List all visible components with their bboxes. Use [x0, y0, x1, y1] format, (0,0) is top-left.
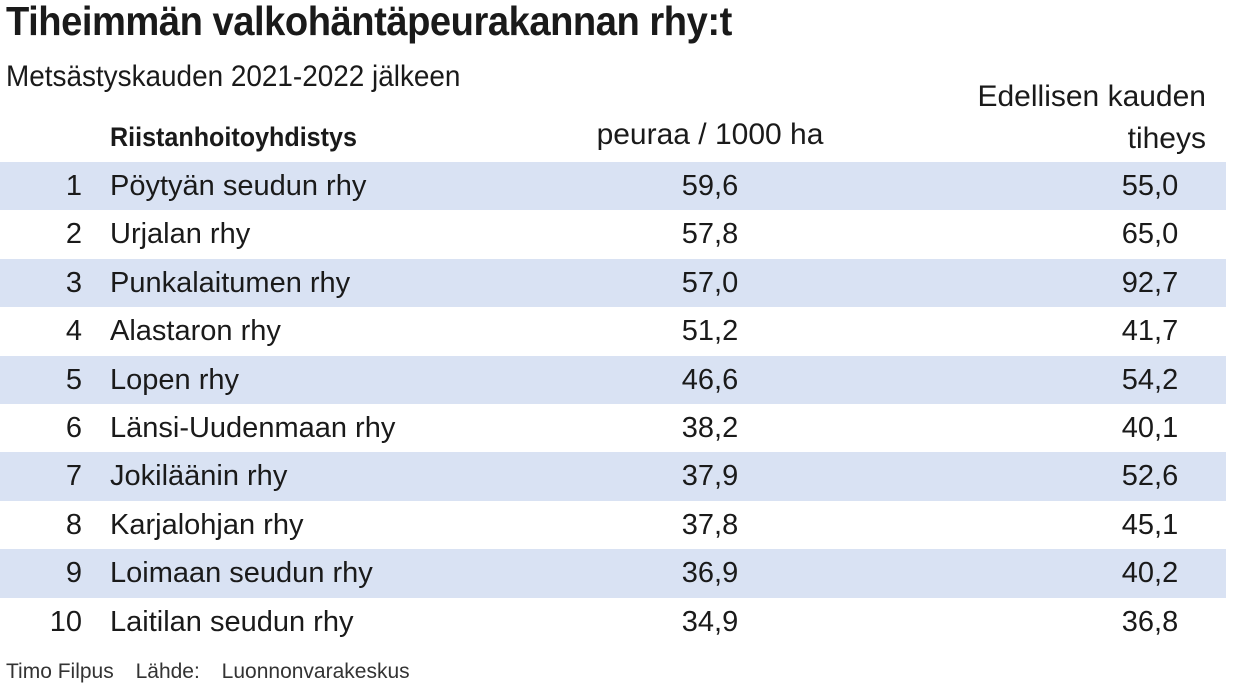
footer-source: Luonnonvarakeskus	[221, 660, 410, 683]
row-association-name: Lopen rhy	[110, 363, 239, 396]
row-previous-value: 40,1	[1121, 411, 1179, 444]
row-density-value: 37,8	[681, 508, 739, 541]
footer-source-label: Lähde:	[135, 660, 200, 683]
row-previous-value: 52,6	[1121, 460, 1179, 493]
row-previous-value: 54,2	[1121, 363, 1179, 396]
row-density-value: 51,2	[681, 315, 739, 348]
row-association-name: Alastaron rhy	[110, 315, 281, 348]
row-association-name: Urjalan rhy	[110, 218, 251, 251]
row-density-value: 34,9	[681, 605, 739, 638]
row-previous-value: 92,7	[1121, 266, 1179, 299]
table-row: 2 Urjalan rhy 57,8 65,0	[0, 210, 1226, 258]
row-previous-value: 65,0	[1121, 218, 1179, 251]
row-rank: 5	[65, 363, 82, 396]
table-row: 10 Laitilan seudun rhy 34,9 36,8	[0, 598, 1226, 646]
header-previous-line2: tiheys	[1127, 122, 1206, 155]
table-row: 7 Jokiläänin rhy 37,9 52,6	[0, 452, 1226, 501]
row-previous-value: 45,1	[1121, 508, 1179, 541]
header-association: Riistanhoitoyhdistys	[110, 122, 357, 152]
row-association-name: Länsi-Uudenmaan rhy	[110, 411, 396, 444]
table-row: 1 Pöytyän seudun rhy 59,6 55,0	[0, 162, 1226, 211]
header-previous-line1: Edellisen kauden	[977, 80, 1206, 113]
header-density: peuraa / 1000 ha	[596, 118, 824, 151]
row-association-name: Jokiläänin rhy	[110, 460, 288, 493]
row-density-value: 46,6	[681, 363, 739, 396]
row-rank: 8	[65, 508, 82, 541]
row-density-value: 37,9	[681, 460, 739, 493]
table-row: 6 Länsi-Uudenmaan rhy 38,2 40,1	[0, 404, 1226, 452]
table-row: 5 Lopen rhy 46,6 54,2	[0, 355, 1226, 404]
table-row: 8 Karjalohjan rhy 37,8 45,1	[0, 501, 1226, 549]
row-rank: 7	[65, 460, 82, 493]
row-association-name: Punkalaitumen rhy	[110, 266, 351, 299]
footer-author: Timo Filpus	[6, 660, 114, 683]
row-previous-value: 55,0	[1121, 170, 1179, 202]
header-previous: Edellisen kauden tiheys	[886, 76, 1206, 160]
data-table: 1 Pöytyän seudun rhy 59,6 55,0 2 Urjalan rhy 5…	[0, 162, 1226, 646]
row-rank: 3	[65, 266, 82, 299]
row-previous-value: 40,2	[1121, 557, 1179, 590]
chart-title: Tiheimmän valkohäntäpeurakannan rhy:t	[6, 0, 732, 44]
table-row: 3 Punkalaitumen rhy 57,0 92,7	[0, 258, 1226, 308]
row-association-name: Pöytyän seudun rhy	[110, 170, 367, 202]
row-rank: 9	[65, 557, 82, 590]
row-association-name: Laitilan seudun rhy	[110, 605, 354, 638]
row-association-name: Karjalohjan rhy	[110, 508, 304, 541]
row-density-value: 36,9	[681, 557, 739, 590]
row-rank: 1	[65, 170, 82, 202]
row-previous-value: 41,7	[1121, 315, 1179, 348]
row-rank: 6	[65, 411, 82, 444]
row-rank: 4	[65, 315, 82, 348]
row-density-value: 57,0	[681, 266, 739, 299]
row-density-value: 59,6	[681, 170, 739, 202]
footer: Timo Filpus Lähde: Luonnonvarakeskus	[6, 660, 426, 684]
chart-subtitle: Metsästyskauden 2021-2022 jälkeen	[6, 60, 461, 93]
row-association-name: Loimaan seudun rhy	[110, 557, 373, 590]
table-row: 4 Alastaron rhy 51,2 41,7	[0, 307, 1226, 355]
row-previous-value: 36,8	[1121, 605, 1179, 638]
row-rank: 2	[65, 218, 82, 251]
row-density-value: 38,2	[681, 411, 739, 444]
row-rank: 10	[49, 605, 82, 638]
table-row: 9 Loimaan seudun rhy 36,9 40,2	[0, 549, 1226, 598]
row-density-value: 57,8	[681, 218, 739, 251]
